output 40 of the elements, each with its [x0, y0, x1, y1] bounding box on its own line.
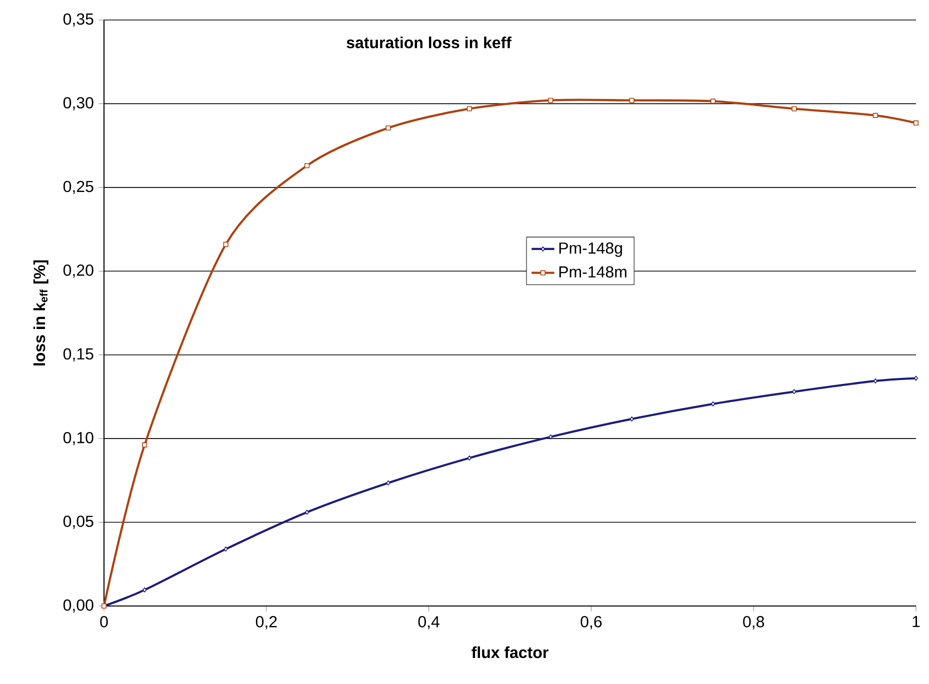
point [914, 376, 918, 381]
point [466, 106, 472, 112]
point [792, 106, 797, 112]
legend-label: Pm-148m [559, 266, 626, 278]
x-tick-label: 0,4 [418, 616, 440, 630]
text: saturation loss in keff [346, 36, 512, 48]
y-tick-label: 0,05 [63, 516, 94, 529]
point [142, 587, 147, 592]
point [142, 442, 148, 448]
y-tick-label: 0,00 [63, 599, 94, 613]
point [386, 125, 391, 131]
point [223, 242, 228, 247]
point [913, 120, 919, 126]
point [304, 163, 310, 168]
point [711, 401, 715, 406]
point [386, 480, 390, 486]
y-tick-label: 0,30 [63, 97, 94, 110]
y-tick-label: 0,20 [63, 264, 94, 278]
point [305, 510, 309, 515]
point [548, 98, 554, 103]
x-tick-label: 0,8 [743, 616, 764, 630]
point [710, 98, 716, 104]
y-axis-title: loss in k$_{eff}$ [%] [33, 260, 48, 366]
y-tick-label: 0,25 [63, 180, 94, 194]
point [224, 546, 228, 552]
point [792, 389, 796, 394]
x-tick-label: 0,6 [580, 616, 602, 630]
point [467, 455, 472, 461]
point [629, 98, 634, 103]
legend-label: Pm-148g [559, 242, 622, 257]
x-axis-title: flux factor [472, 646, 548, 658]
y-tick-label: 0,10 [63, 432, 94, 446]
point [872, 112, 878, 118]
y-tick-label: 0,15 [63, 348, 94, 362]
x-tick-label: 1 [912, 616, 920, 628]
x-tick-label: 0 [100, 616, 108, 628]
point [548, 434, 553, 440]
x-tick-label: 0,2 [256, 616, 277, 630]
point [630, 416, 634, 422]
y-tick-label: 0,35 [63, 13, 94, 27]
